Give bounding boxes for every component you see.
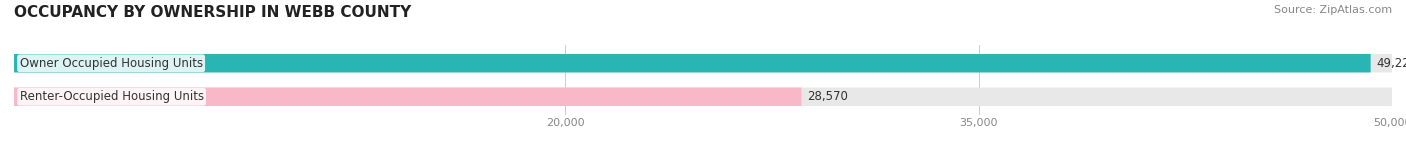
Text: Source: ZipAtlas.com: Source: ZipAtlas.com [1274, 5, 1392, 15]
FancyBboxPatch shape [14, 54, 1371, 72]
Text: Renter-Occupied Housing Units: Renter-Occupied Housing Units [20, 90, 204, 103]
FancyBboxPatch shape [14, 54, 1392, 72]
Text: 49,227: 49,227 [1376, 57, 1406, 70]
FancyBboxPatch shape [14, 88, 801, 106]
FancyBboxPatch shape [14, 88, 1392, 106]
Text: 28,570: 28,570 [807, 90, 848, 103]
Text: OCCUPANCY BY OWNERSHIP IN WEBB COUNTY: OCCUPANCY BY OWNERSHIP IN WEBB COUNTY [14, 5, 412, 20]
Text: Owner Occupied Housing Units: Owner Occupied Housing Units [20, 57, 202, 70]
